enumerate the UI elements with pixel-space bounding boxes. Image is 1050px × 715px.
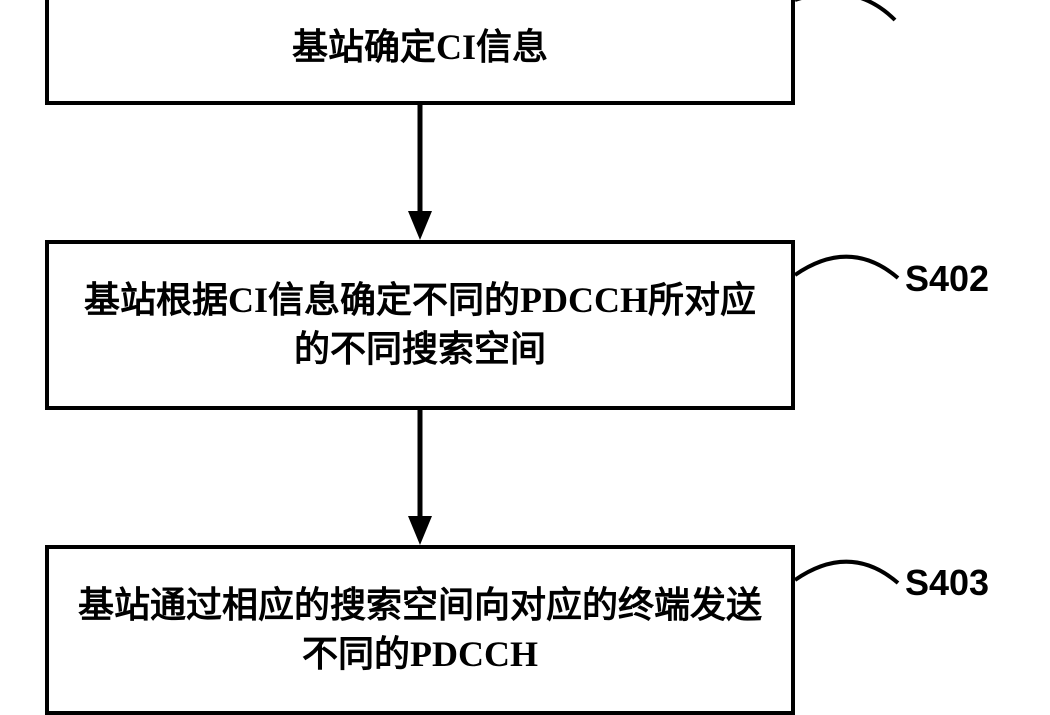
step-label-s403: S403	[905, 562, 989, 604]
label-connector-s401	[795, 0, 915, 30]
flowchart-canvas: 基站确定CI信息 基站根据CI信息确定不同的PDCCH所对应的不同搜索空间 S4…	[0, 0, 1050, 700]
arrow-s401-s402	[408, 105, 438, 243]
label-connector-s403	[795, 550, 910, 605]
step-box-s403: 基站通过相应的搜索空间向对应的终端发送不同的PDCCH	[45, 545, 795, 715]
label-connector-s402	[795, 245, 910, 300]
step-text: 基站通过相应的搜索空间向对应的终端发送不同的PDCCH	[69, 581, 771, 678]
step-text: 基站根据CI信息确定不同的PDCCH所对应的不同搜索空间	[69, 276, 771, 373]
step-text: 基站确定CI信息	[292, 23, 548, 72]
arrow-s402-s403	[408, 410, 438, 548]
step-label-s402: S402	[905, 258, 989, 300]
step-box-s401: 基站确定CI信息	[45, 0, 795, 105]
step-box-s402: 基站根据CI信息确定不同的PDCCH所对应的不同搜索空间	[45, 240, 795, 410]
